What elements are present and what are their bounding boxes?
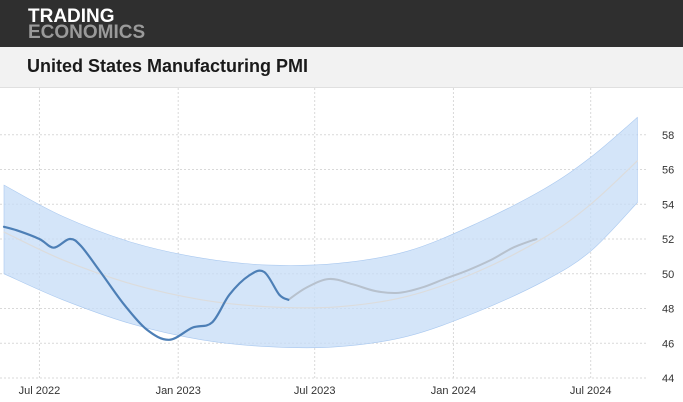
x-tick-label: Jan 2024 <box>431 385 476 397</box>
brand-header: TRADING ECONOMICS <box>0 0 683 47</box>
x-tick-label: Jul 2022 <box>19 385 61 397</box>
brand-logo-line1: TRADING <box>28 6 115 27</box>
x-tick-label: Jan 2023 <box>156 385 201 397</box>
y-tick-label: 44 <box>662 373 674 385</box>
actual-series-line <box>2 225 290 341</box>
confidence-band-area <box>3 116 638 349</box>
y-tick-label: 52 <box>662 234 674 246</box>
y-tick-label: 48 <box>662 304 674 316</box>
series-lines <box>2 160 638 341</box>
y-tick-label: 56 <box>662 165 674 177</box>
forecast-series-line <box>287 238 538 301</box>
chart-title: United States Manufacturing PMI <box>27 56 309 76</box>
y-tick-label: 50 <box>662 269 674 281</box>
brand-logo-line2: ECONOMICS <box>28 22 146 43</box>
y-tick-label: 58 <box>662 130 674 142</box>
trend-series-line <box>3 160 638 309</box>
confidence-band <box>3 116 638 349</box>
chart-title-band: United States Manufacturing PMI <box>0 47 683 88</box>
x-tick-label: Jul 2024 <box>570 385 612 397</box>
y-tick-label: 46 <box>662 338 674 350</box>
tick-labels: 44 46 48 50 52 54 56 58 Jul 2022 Jan 2023 Jul 2023… <box>19 130 675 397</box>
pmi-chart: 44 46 48 50 52 54 56 58 Jul 2022 Jan 2023 Jul 2023… <box>0 88 675 397</box>
y-tick-label: 54 <box>662 199 674 211</box>
x-tick-label: Jul 2023 <box>294 385 336 397</box>
